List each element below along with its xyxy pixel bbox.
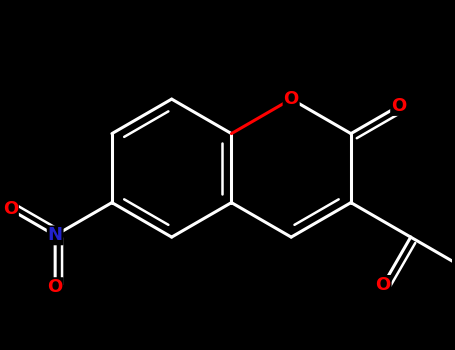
Text: O: O — [3, 201, 18, 218]
Text: N: N — [48, 226, 63, 244]
Text: O: O — [283, 90, 299, 108]
Text: O: O — [391, 97, 406, 115]
Text: O: O — [375, 276, 391, 294]
Text: O: O — [47, 278, 63, 296]
